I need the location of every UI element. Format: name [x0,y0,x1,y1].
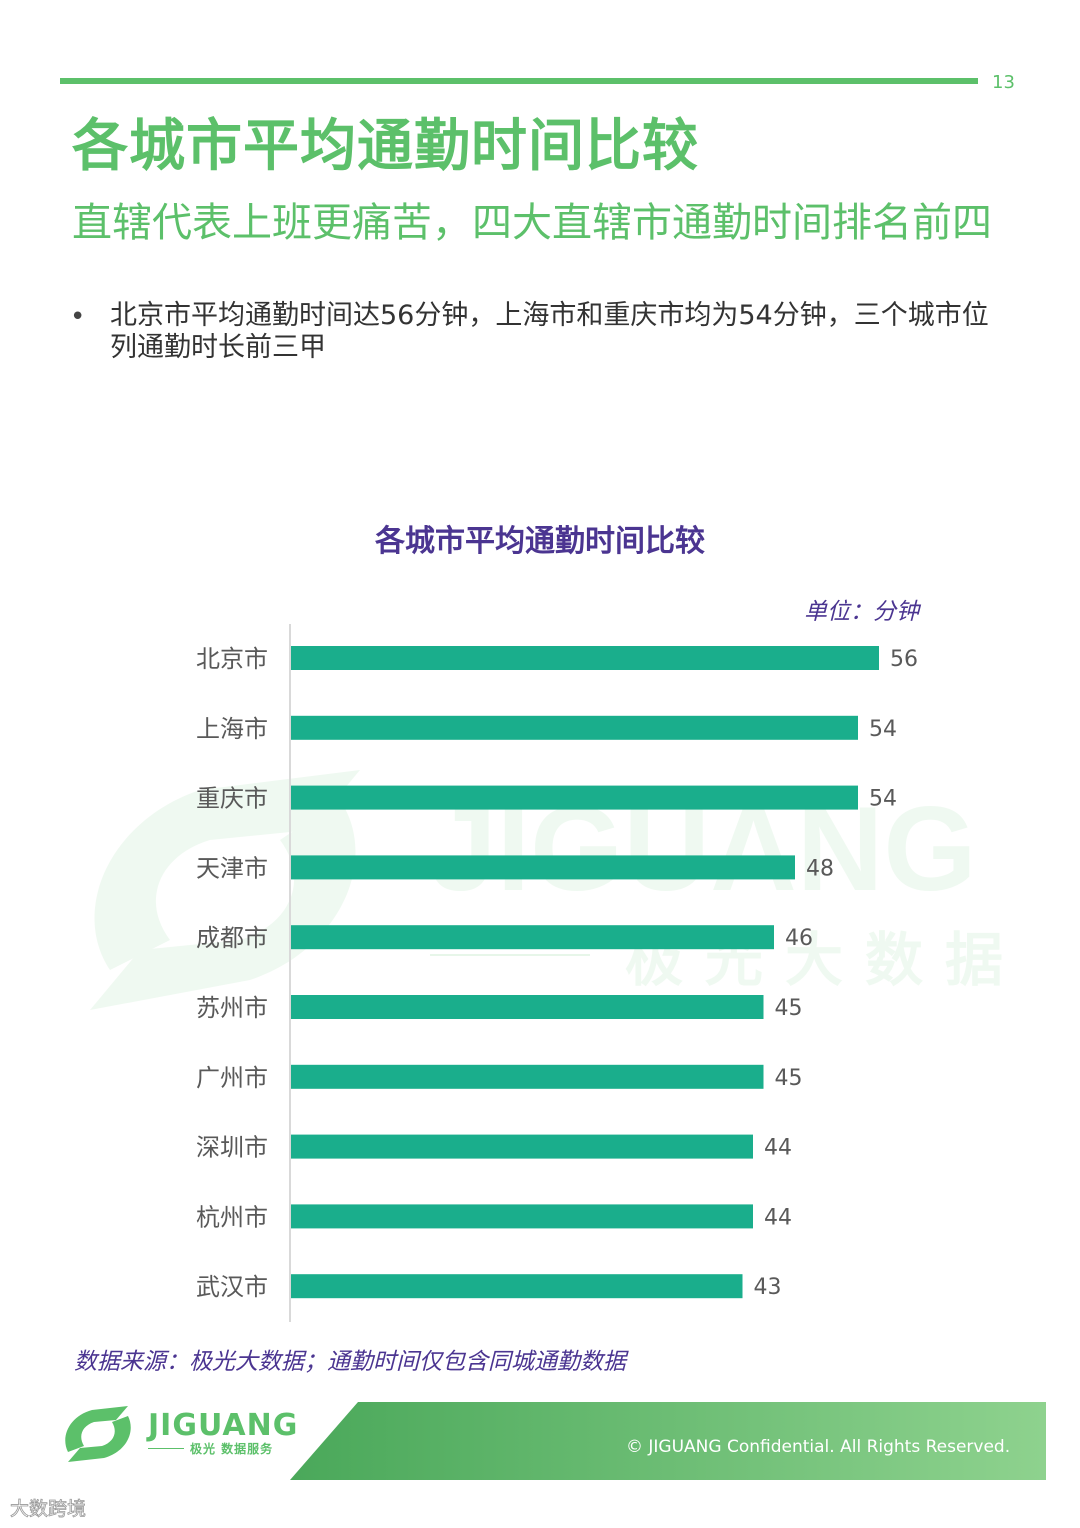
chart-title: 各城市平均通勤时间比较 [375,524,705,559]
category-label: 苏州市 [196,994,268,1022]
bar [291,646,879,670]
top-divider [60,78,978,84]
footer-band [290,1402,1046,1480]
category-label: 北京市 [196,645,268,673]
unit-label: 单位：分钟 [804,599,919,625]
corner-watermark: 大数跨境 [10,1498,87,1521]
bar [291,1204,753,1229]
category-label: 成都市 [196,924,268,952]
logo-divider [148,1448,184,1449]
category-label: 深圳市 [196,1134,268,1162]
jiguang-logo-icon [65,1406,131,1462]
bar [291,785,858,810]
category-label: 上海市 [196,715,268,743]
value-label: 48 [806,856,834,881]
bullet-text: 北京市平均通勤时间达56分钟，上海市和重庆市均为54分钟，三个城市位列通勤时长前… [110,300,989,363]
bar [291,855,795,880]
category-label: 重庆市 [196,785,268,813]
category-label: 武汉市 [196,1273,268,1301]
value-label: 44 [764,1136,792,1161]
bar [291,1064,764,1089]
value-label: 45 [775,996,803,1021]
source-note: 数据来源：极光大数据；通勤时间仅包含同城通勤数据 [74,1349,626,1375]
value-label: 46 [785,926,813,951]
logo-text: JIGUANG [148,1408,299,1443]
value-label: 56 [890,647,918,672]
value-label: 54 [869,787,897,812]
category-label: 杭州市 [196,1203,268,1231]
logo-subtext: 极光 数据服务 [190,1442,274,1456]
bar [291,715,858,740]
bar [291,1274,743,1299]
bar [291,925,774,950]
page-subtitle: 直辖代表上班更痛苦，四大直辖市通勤时间排名前四 [72,200,992,246]
value-label: 54 [869,717,897,742]
bullet-marker: • [70,302,86,332]
category-label: 天津市 [196,854,268,882]
page-number: 13 [992,72,1015,93]
copyright-text: © JIGUANG Confidential. All Rights Reser… [626,1437,1011,1457]
value-label: 44 [764,1205,792,1230]
value-label: 43 [754,1275,782,1300]
category-label: 广州市 [196,1064,268,1092]
bar [291,995,764,1019]
value-label: 45 [775,1066,803,1091]
bar [291,1134,753,1159]
page-title: 各城市平均通勤时间比较 [72,114,699,179]
